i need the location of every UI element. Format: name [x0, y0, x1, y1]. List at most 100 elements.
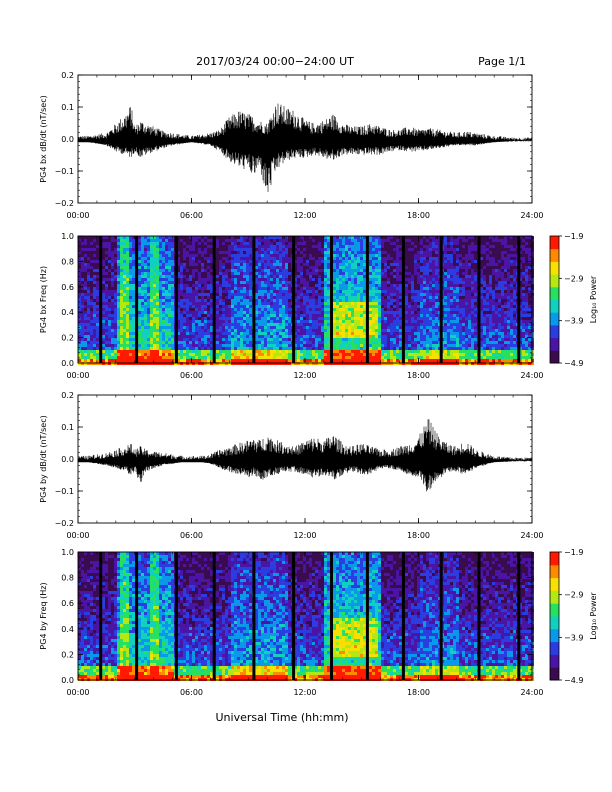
heatmap-cell [165, 290, 168, 293]
heatmap-cell [231, 284, 234, 287]
heatmap-cell [339, 356, 342, 359]
heatmap-cell [165, 281, 168, 284]
heatmap-cell [165, 284, 168, 287]
heatmap-cell [156, 362, 159, 365]
heatmap-cell [195, 287, 198, 290]
heatmap-cell [138, 281, 141, 284]
heatmap-cell [147, 311, 150, 314]
heatmap-cell [318, 311, 321, 314]
heatmap-cell [303, 356, 306, 359]
heatmap-cell [114, 335, 117, 338]
heatmap-cell [249, 299, 252, 302]
heatmap-cell [348, 356, 351, 359]
heatmap-cell [300, 299, 303, 302]
heatmap-cell [183, 362, 186, 365]
heatmap-cell [300, 314, 303, 317]
heatmap-cell [189, 290, 192, 293]
heatmap-cell [168, 308, 171, 311]
heatmap-cell [153, 353, 156, 356]
heatmap-cell [147, 242, 150, 245]
heatmap-cell [129, 353, 132, 356]
heatmap-cell [156, 263, 159, 266]
heatmap-cell [351, 251, 354, 254]
heatmap-cell [192, 299, 195, 302]
heatmap-cell [255, 362, 258, 365]
heatmap-cell [210, 275, 213, 278]
heatmap-cell [207, 338, 210, 341]
heatmap-cell [207, 350, 210, 353]
heatmap-cell [312, 299, 315, 302]
heatmap-cell [408, 311, 411, 314]
heatmap-cell [126, 242, 129, 245]
heatmap-cell [273, 296, 276, 299]
heatmap-cell [378, 359, 381, 362]
heatmap-cell [411, 287, 414, 290]
heatmap-cell [150, 329, 153, 332]
heatmap-cell [333, 299, 336, 302]
heatmap-cell [321, 311, 324, 314]
heatmap-cell [270, 323, 273, 326]
heatmap-cell [318, 344, 321, 347]
heatmap-cell [105, 356, 108, 359]
heatmap-cell [165, 266, 168, 269]
heatmap-cell [375, 299, 378, 302]
heatmap-cell [393, 356, 396, 359]
heatmap-cell [372, 290, 375, 293]
heatmap-cell [345, 239, 348, 242]
heatmap-cell [357, 242, 360, 245]
heatmap-cell [282, 359, 285, 362]
heatmap-cell [243, 305, 246, 308]
heatmap-cell [315, 323, 318, 326]
heatmap-cell [294, 290, 297, 293]
heatmap-cell [225, 275, 228, 278]
heatmap-cell [222, 290, 225, 293]
heatmap-cell [306, 332, 309, 335]
heatmap-cell [300, 356, 303, 359]
heatmap-cell [228, 329, 231, 332]
heatmap-cell [153, 260, 156, 263]
heatmap-cell [309, 314, 312, 317]
heatmap-cell [255, 266, 258, 269]
heatmap-cell [189, 260, 192, 263]
heatmap-cell [303, 329, 306, 332]
heatmap-cell [144, 248, 147, 251]
heatmap-cell [150, 242, 153, 245]
heatmap-cell [198, 266, 201, 269]
heatmap-cell [378, 284, 381, 287]
heatmap-cell [414, 326, 417, 329]
heatmap-cell [225, 296, 228, 299]
heatmap-cell [333, 311, 336, 314]
heatmap-cell [339, 326, 342, 329]
heatmap-cell [375, 344, 378, 347]
heatmap-cell [192, 350, 195, 353]
heatmap-cell [189, 263, 192, 266]
heatmap-cell [399, 278, 402, 281]
heatmap-cell [210, 356, 213, 359]
heatmap-cell [327, 356, 330, 359]
heatmap-cell [336, 314, 339, 317]
heatmap-cell [408, 359, 411, 362]
heatmap-cell [168, 347, 171, 350]
heatmap-cell [180, 257, 183, 260]
heatmap-cell [279, 311, 282, 314]
heatmap-cell [114, 356, 117, 359]
heatmap-cell [321, 353, 324, 356]
heatmap-cell [90, 341, 93, 344]
heatmap-cell [390, 269, 393, 272]
heatmap-cell [351, 275, 354, 278]
heatmap-cell [396, 350, 399, 353]
heatmap-cell [294, 329, 297, 332]
heatmap-cell [159, 353, 162, 356]
heatmap-cell [168, 332, 171, 335]
heatmap-cell [360, 362, 363, 365]
heatmap-cell [165, 332, 168, 335]
heatmap-cell [156, 320, 159, 323]
heatmap-cell [237, 332, 240, 335]
heatmap-cell [180, 278, 183, 281]
heatmap-cell [375, 359, 378, 362]
heatmap-cell [345, 296, 348, 299]
heatmap-cell [318, 356, 321, 359]
heatmap-cell [87, 335, 90, 338]
heatmap-cell [102, 278, 105, 281]
heatmap-cell [237, 305, 240, 308]
